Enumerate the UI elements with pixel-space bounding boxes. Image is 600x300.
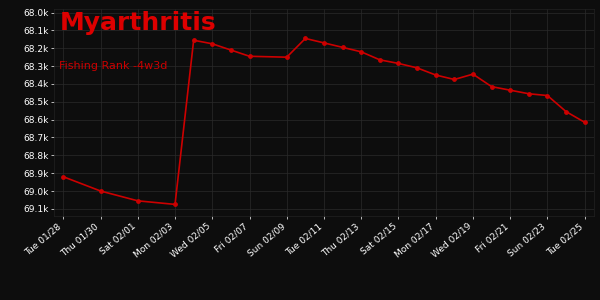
- Point: [468, 72, 478, 76]
- Point: [338, 45, 347, 50]
- Point: [524, 92, 533, 96]
- Point: [282, 55, 292, 60]
- Point: [431, 73, 440, 77]
- Point: [394, 61, 403, 66]
- Point: [226, 48, 236, 52]
- Point: [356, 50, 366, 54]
- Text: Myarthritis: Myarthritis: [59, 11, 216, 35]
- Point: [133, 198, 143, 203]
- Point: [449, 77, 459, 82]
- Point: [301, 36, 310, 41]
- Point: [319, 40, 329, 45]
- Point: [580, 120, 589, 125]
- Point: [208, 41, 217, 46]
- Point: [561, 109, 571, 114]
- Point: [245, 54, 254, 59]
- Point: [487, 84, 496, 89]
- Point: [375, 58, 385, 62]
- Point: [170, 202, 180, 207]
- Text: Fishing Rank -4w3d: Fishing Rank -4w3d: [59, 61, 168, 71]
- Point: [542, 93, 552, 98]
- Point: [189, 38, 199, 43]
- Point: [412, 65, 422, 70]
- Point: [505, 88, 515, 93]
- Point: [96, 189, 106, 194]
- Point: [59, 174, 68, 179]
